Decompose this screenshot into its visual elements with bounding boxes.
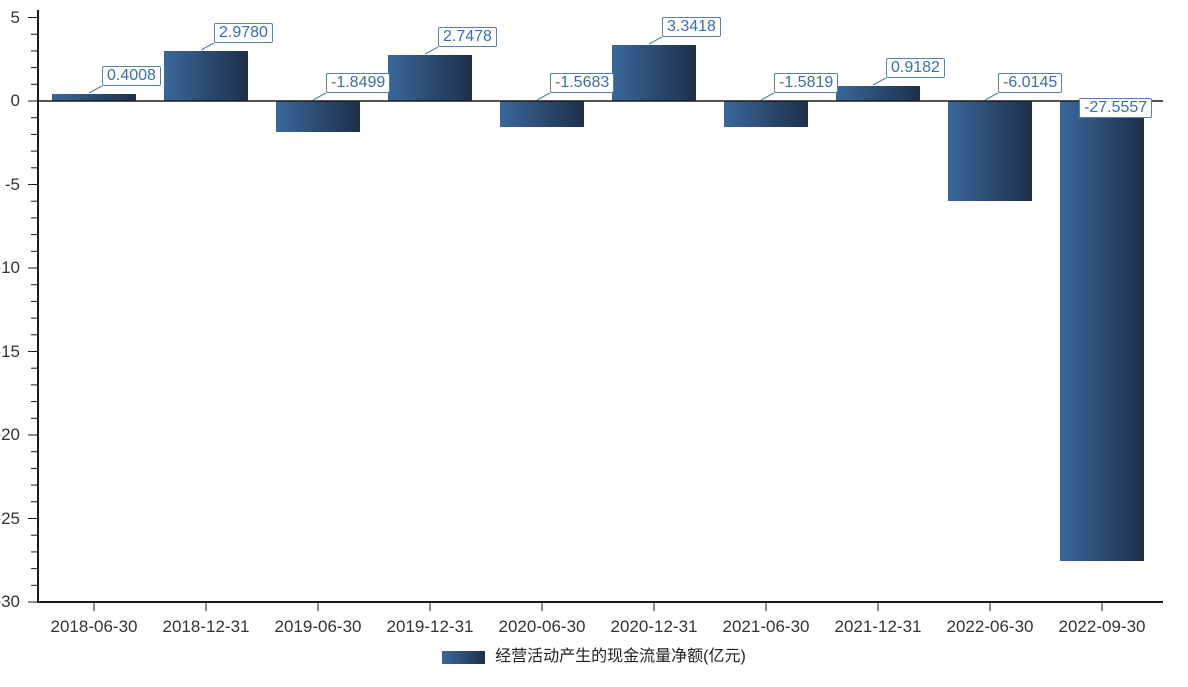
x-tick-label: 2018-12-31 [162,617,250,636]
bar[interactable] [836,86,920,101]
value-label-callout [536,92,551,101]
x-tick-label: 2018-06-30 [50,617,138,636]
value-label: -6.0145 [998,73,1063,93]
bar[interactable] [52,94,136,101]
y-tick-label: -5 [4,175,20,194]
x-tick-label: 2021-12-31 [834,617,922,636]
value-label-callout [88,85,103,94]
legend-item[interactable]: 经营活动产生的现金流量净额(亿元) [442,648,746,666]
x-tick-label: 2020-12-31 [610,617,698,636]
value-label: -1.5683 [550,73,615,93]
y-tick-label: 5 [10,8,20,27]
bar[interactable] [500,101,584,127]
value-label: 2.9780 [214,23,273,43]
value-label-callout [648,36,663,45]
value-label-callout [984,92,999,101]
value-label-callout [312,92,327,101]
value-label-callout [760,92,775,101]
y-tick-label: 0 [10,91,20,110]
y-tick-label: -25 [0,509,20,528]
value-label-callout [424,46,439,55]
value-label: 2.7478 [438,27,497,47]
legend-label: 经营活动产生的现金流量净额(亿元) [495,648,746,665]
value-label-callout [200,42,215,51]
x-tick-label: 2022-06-30 [946,617,1034,636]
legend-swatch-icon [442,650,486,664]
bar[interactable] [276,101,360,132]
bar[interactable] [164,51,248,101]
value-label: -1.8499 [326,73,391,93]
value-label: -1.5819 [774,73,839,93]
y-tick-label: -15 [0,342,20,361]
bar[interactable] [724,101,808,127]
legend: 经营活动产生的现金流量净额(亿元) [0,648,1188,666]
x-tick-label: 2019-12-31 [386,617,474,636]
value-label: -27.5557 [1079,98,1153,118]
value-label-callout [872,77,887,86]
value-label: 0.4008 [102,66,161,86]
y-tick-label: -30 [0,592,20,611]
x-tick-label: 2021-06-30 [722,617,810,636]
bar[interactable] [1060,101,1144,561]
bar[interactable] [388,55,472,101]
y-tick-label: -10 [0,258,20,277]
value-label: 3.3418 [662,17,721,37]
x-tick-label: 2020-06-30 [498,617,586,636]
bar[interactable] [612,45,696,101]
y-tick-label: -20 [0,425,20,444]
value-label: 0.9182 [886,58,945,78]
x-tick-label: 2019-06-30 [274,617,362,636]
x-tick-label: 2022-09-30 [1058,617,1146,636]
bar[interactable] [948,101,1032,201]
